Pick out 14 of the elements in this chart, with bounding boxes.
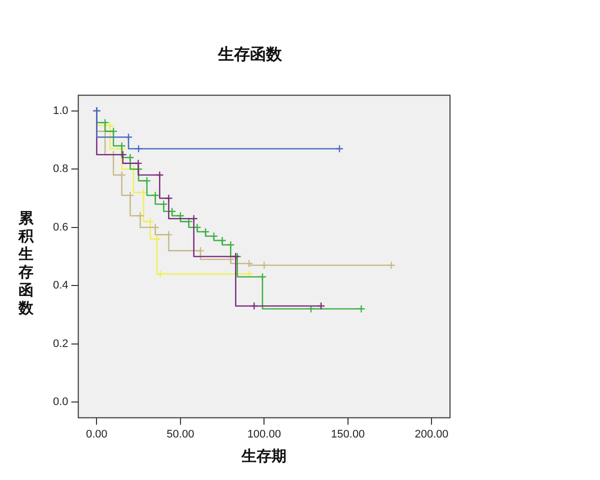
y-axis-title: 累积生存函数 xyxy=(18,210,34,318)
x-tick-label: 0.00 xyxy=(86,428,108,440)
x-tick-label: 200.00 xyxy=(414,428,448,440)
x-tick-label: 50.00 xyxy=(166,428,194,440)
chart-title: 生存函数 xyxy=(217,46,283,64)
x-tick-label: 150.00 xyxy=(331,428,365,440)
y-tick-label: 0.4 xyxy=(52,280,68,292)
y-tick-label: 0.8 xyxy=(52,163,68,176)
x-tick-label: 100.00 xyxy=(247,428,281,440)
y-tick-label: 0.2 xyxy=(52,338,68,350)
y-tick-label: 0.6 xyxy=(52,221,68,234)
y-tick-label: 1.0 xyxy=(52,104,68,117)
y-tick-label: 0.0 xyxy=(52,396,68,408)
x-axis-title: 生存期 xyxy=(240,448,287,465)
